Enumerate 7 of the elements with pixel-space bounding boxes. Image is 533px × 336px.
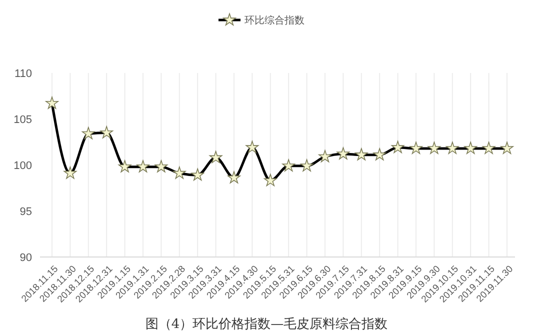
y-tick-label: 100	[14, 160, 32, 172]
legend-label: 环比综合指数	[244, 14, 304, 26]
y-tick-label: 90	[20, 252, 32, 264]
y-tick-label: 95	[20, 206, 32, 218]
text: 图（4）环比价格指数—毛皮原料综合指数	[145, 317, 388, 332]
y-tick-label: 105	[14, 114, 32, 126]
y-tick-label: 110	[14, 68, 32, 80]
